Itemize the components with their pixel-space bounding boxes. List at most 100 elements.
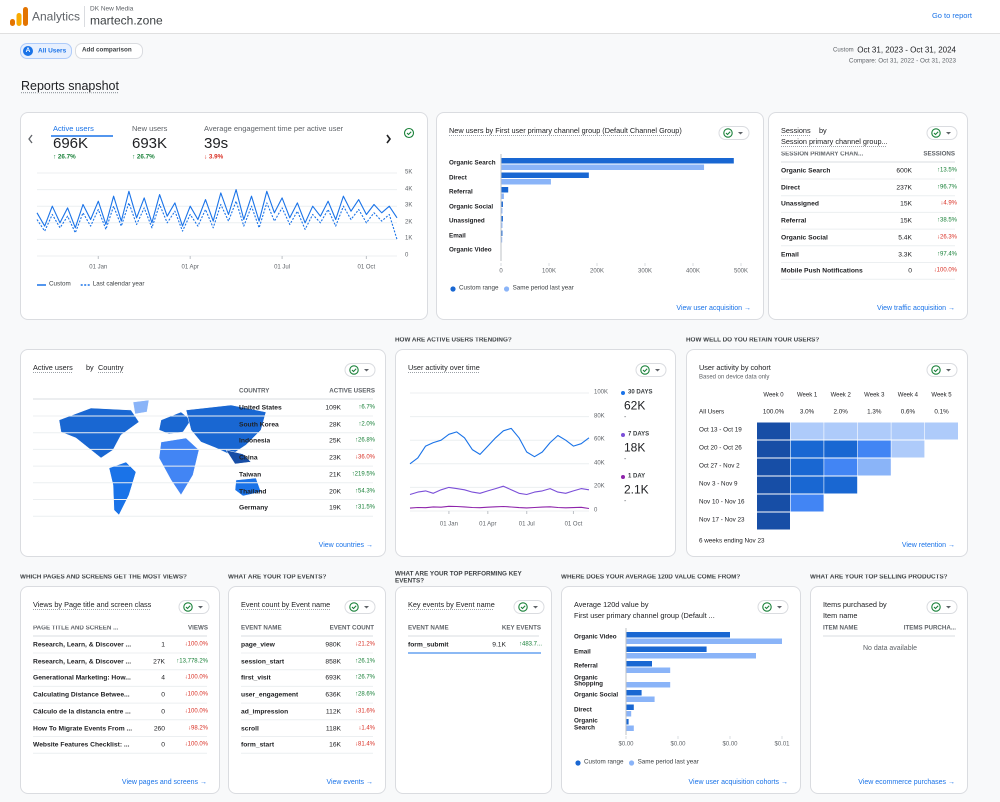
category-label: Unassigned [449,217,485,225]
cohort-cell [757,512,790,530]
card-title: User activity by cohort [699,362,771,372]
compare-menu[interactable] [926,600,958,614]
legend-label: Custom [49,280,71,288]
bar [626,711,632,717]
view-link[interactable]: View user acquisition cohorts → [688,779,788,787]
view-link[interactable]: View traffic acquisition → [877,305,955,313]
compare-menu[interactable] [344,600,376,614]
y-tick-label: 4K [405,186,413,193]
table-cell: ↑13,778.2% [176,658,208,665]
x-tick-label: 300K [637,268,653,275]
compare-menu[interactable] [513,600,545,614]
table-cell: ↑219.5% [351,471,375,478]
view-link[interactable]: View ecommerce purchases → [858,779,955,787]
chart-canvas [241,600,376,754]
cohort-cell [757,476,790,494]
table-cell: How To Migrate Events From ... [33,724,133,732]
category-label: Email [449,232,466,240]
column-header: Week 3 [864,392,885,399]
account-name: DK New Media [90,5,134,13]
compare-menu[interactable] [926,126,958,140]
check-mark [764,605,770,610]
x-tick-label: 01 Jul [274,264,291,271]
category-label: Direct [449,174,467,182]
add-comparison[interactable]: Add comparison [75,43,143,59]
category-label: Organic Video [449,246,492,254]
column-header: EVENT NAME [408,624,449,632]
view-link[interactable]: View pages and screens → [121,779,207,787]
category-label: Organic Search [574,717,598,731]
series-line [36,200,398,240]
card-title: User activity over time [408,362,480,372]
segment-label: All Users [38,47,67,55]
compare-menu[interactable] [926,363,958,377]
y-tick-label: 20K [594,484,605,491]
compare-menu[interactable] [178,600,210,614]
y-tick-label: 40K [594,460,605,467]
view-link[interactable]: View user acquisition → [676,305,751,313]
map-region [225,449,252,465]
page-title: Reports snapshot [21,79,119,94]
table-cell: Germany [239,504,268,512]
table-cell: ↓100.0% [184,641,208,648]
card-footer: 6 weeks ending Nov 23 [699,537,765,545]
table-cell: scroll [241,724,259,732]
sessions-card: Sessions by Session primary channel group.… [768,112,968,320]
category-label: Referral [449,188,473,196]
table-cell: 0 [161,708,165,716]
pill [926,126,958,140]
table-cell: 0 [161,691,165,699]
column-header: COUNTRY [239,387,270,395]
compare-menu[interactable] [718,126,750,140]
compare-menu[interactable] [344,363,376,377]
category-label: Email [574,648,591,656]
caret [364,606,369,609]
date-range: Oct 31, 2023 - Oct 31, 2024 [857,45,956,55]
card-title-by: by [86,362,94,372]
pill [344,363,376,377]
compare-menu[interactable] [757,600,789,614]
bar [501,208,503,214]
go-to-report[interactable]: Go to report [931,10,972,20]
pill [757,600,789,614]
chart-canvas [408,600,545,654]
logo [10,7,28,26]
caret [655,369,660,372]
table-cell: ↑54.3% [354,488,375,495]
table-cell: 23K [329,454,341,462]
card-dimension: Item name [823,610,858,620]
section-label: HOW ARE ACTIVE USERS TRENDING? [395,337,512,344]
date-mode: Custom [833,47,854,54]
view-link[interactable]: View retention → [901,542,955,550]
y-tick-label: 3K [405,202,413,209]
cell-value: 0.6% [900,408,916,416]
table-cell: China [239,454,258,462]
view-link[interactable]: View countries → [318,542,373,550]
legend-label: Same period last year [637,758,699,766]
check-mark [351,605,357,610]
table-cell: 15K [900,217,912,225]
latest-value: 18K [624,440,646,455]
row-label: Oct 20 - Oct 26 [699,444,742,452]
activity-card: User activity over time 100K 80K 60K 40K 20K 0… [395,349,676,557]
table-cell: Generational Marketing: How... [33,674,131,682]
table-cell: Email [781,250,799,258]
chart-canvas [33,600,210,754]
table-cell: ↑26.1% [354,658,375,665]
check-icon [931,128,941,138]
legend-dot [575,760,581,766]
legend-label: Custom range [584,758,624,766]
bar [626,667,671,673]
segment-chip[interactable]: A All Users [20,43,72,59]
cell-value: 1.3% [867,408,882,416]
key-events-card: Key events by Event name EVENT NAME KEY EV… [395,586,552,794]
compare-menu[interactable] [635,363,667,377]
check-icon [723,128,733,138]
cohort-cell [790,476,824,494]
cohort-cell [857,458,891,476]
view-link[interactable]: View events → [326,779,373,787]
pill [926,363,958,377]
table-cell: ↓100.0% [184,691,208,698]
cohort-cell [824,422,858,440]
legend-label: 1 DAY [628,473,646,480]
